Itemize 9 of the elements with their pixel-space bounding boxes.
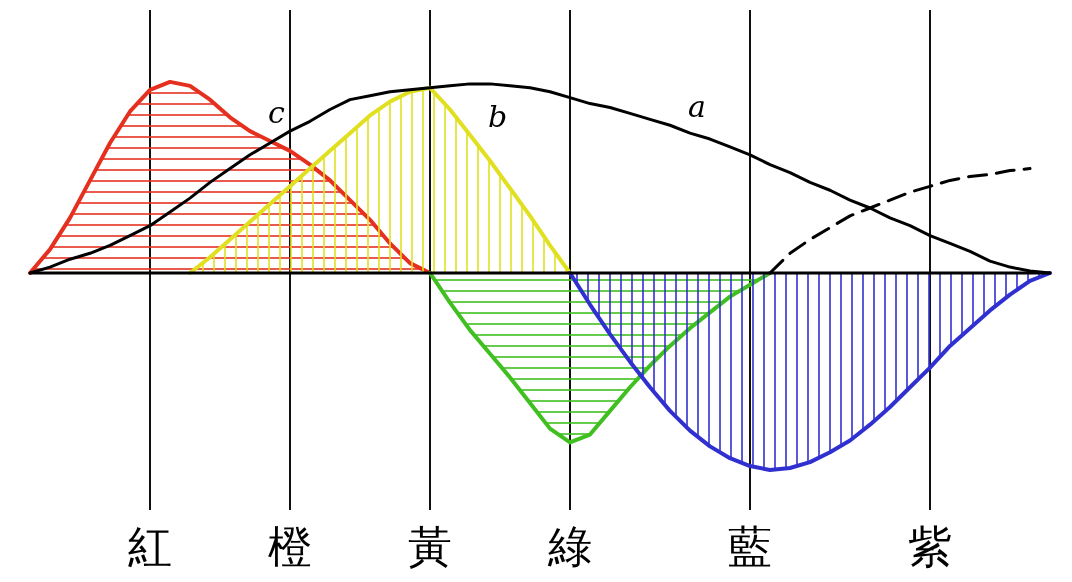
x-tick-label: 橙 — [268, 521, 312, 572]
x-tick-label: 黃 — [408, 521, 452, 572]
series-label: c — [268, 95, 285, 131]
x-tick-label: 紫 — [908, 521, 952, 572]
x-tick-label: 綠 — [547, 521, 592, 572]
series-label: a — [688, 89, 706, 125]
x-tick-label: 紅 — [128, 521, 172, 572]
series-label: b — [488, 99, 508, 135]
x-tick-label: 藍 — [728, 521, 772, 572]
